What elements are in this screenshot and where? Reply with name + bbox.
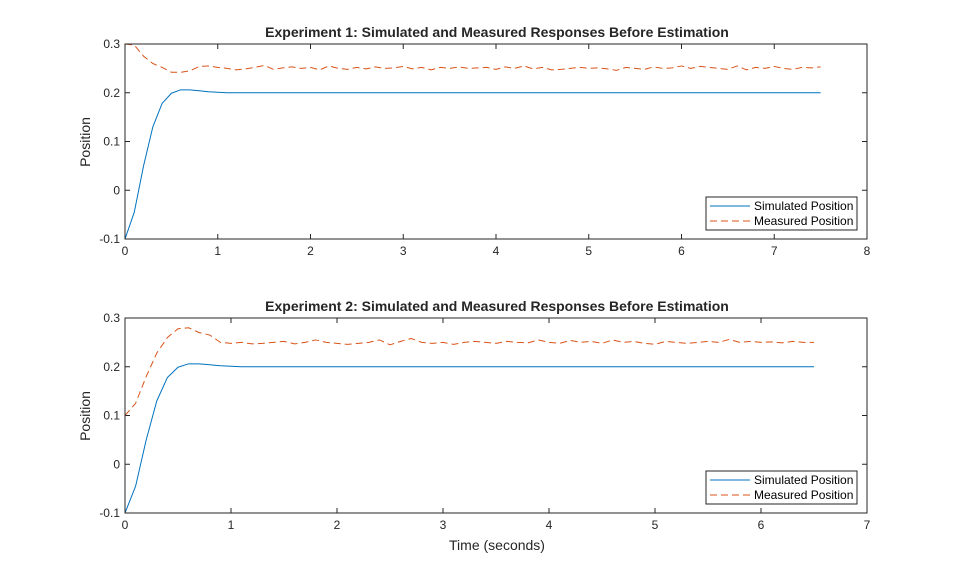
y-tick-label: 0.1 [103, 135, 120, 149]
chart-2-series [124, 327, 814, 514]
chart-1-series [124, 43, 821, 240]
chart-1-ticks: 0 1 2 3 4 5 6 7 8-0.100.10.20.3 [99, 37, 870, 258]
x-tick-label: 4 [493, 244, 500, 258]
simulated-position-line [124, 363, 814, 514]
x-tick-label: 0 [122, 518, 129, 532]
x-tick-label: 5 [585, 244, 592, 258]
x-tick-label: 8 [864, 244, 871, 258]
y-tick-label: 0.2 [103, 86, 120, 100]
experiment-2-chart: Experiment 2: Simulated and Measured Res… [77, 298, 871, 553]
legend-box [705, 470, 858, 505]
y-tick-label: 0.3 [103, 37, 120, 51]
x-tick-label: 0 [122, 244, 129, 258]
x-tick-label: 1 [228, 518, 235, 532]
chart-1-ylabel: Position [77, 117, 93, 167]
legend-entry-label: Simulated Position [754, 199, 853, 213]
x-tick-label: 3 [440, 518, 447, 532]
chart-2-ticks: 0 1 2 3 4 5 6 7-0.100.10.20.3 [99, 311, 870, 532]
measured-position-line [124, 327, 814, 416]
legend-box [705, 196, 858, 231]
x-tick-label: 4 [546, 518, 553, 532]
x-tick-label: 2 [334, 518, 341, 532]
chart-1-title: Experiment 1: Simulated and Measured Res… [265, 24, 729, 40]
chart-2-title: Experiment 2: Simulated and Measured Res… [265, 298, 729, 314]
legend-entry-label: Measured Position [754, 488, 853, 502]
y-tick-label: -0.1 [99, 232, 120, 246]
y-tick-label: 0 [113, 183, 120, 197]
experiment-1-chart: Experiment 1: Simulated and Measured Res… [77, 24, 871, 258]
x-tick-label: 6 [678, 244, 685, 258]
x-tick-label: 1 [214, 244, 221, 258]
x-tick-label: 3 [400, 244, 407, 258]
chart-2-ylabel: Position [77, 391, 93, 441]
y-tick-label: 0.3 [103, 311, 120, 325]
x-tick-label: 7 [864, 518, 871, 532]
y-tick-label: 0.1 [103, 409, 120, 423]
chart-2-xlabel: Time (seconds) [449, 537, 545, 553]
chart-1-axes-frame [124, 43, 868, 240]
x-tick-label: 7 [771, 244, 778, 258]
x-tick-label: 6 [758, 518, 765, 532]
y-tick-label: 0 [113, 457, 120, 471]
measured-position-line [124, 43, 821, 73]
y-tick-label: -0.1 [99, 506, 120, 520]
chart-2-axes-frame [124, 317, 868, 514]
legend-entry-label: Simulated Position [754, 473, 853, 487]
simulated-position-line [124, 89, 821, 240]
legend-entry-label: Measured Position [754, 214, 853, 228]
x-tick-label: 2 [307, 244, 314, 258]
y-tick-label: 0.2 [103, 360, 120, 374]
x-tick-label: 5 [652, 518, 659, 532]
